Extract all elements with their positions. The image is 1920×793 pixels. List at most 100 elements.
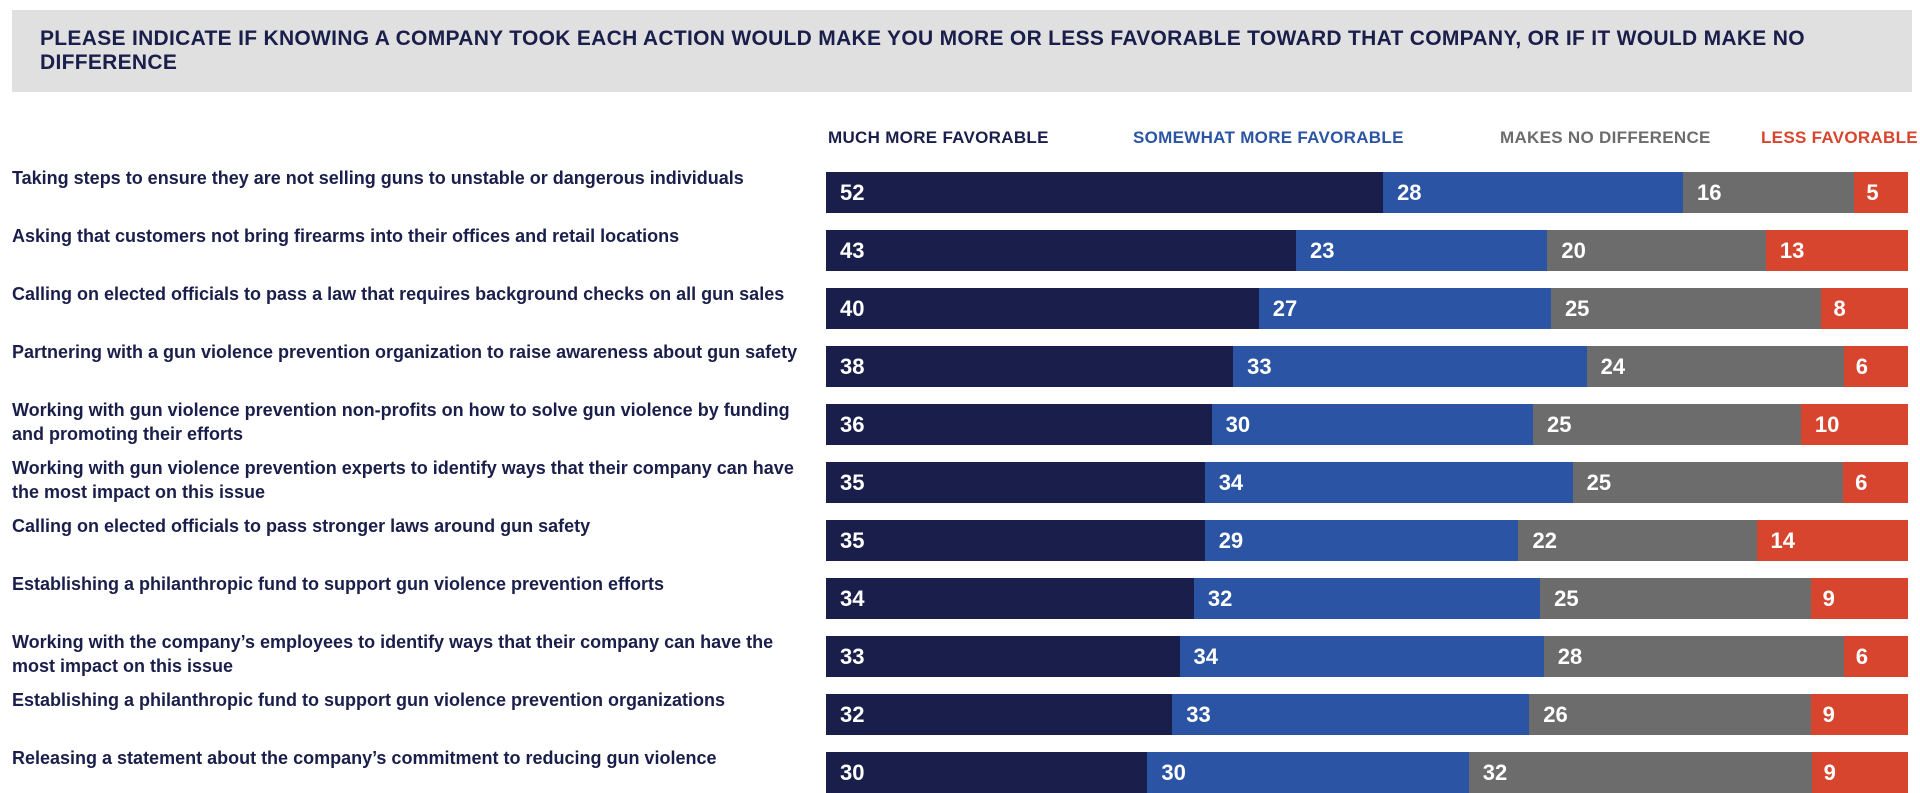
bar-value-label: 9 bbox=[1822, 701, 1835, 727]
bar-value-label: 6 bbox=[1855, 643, 1868, 669]
category-label: Releasing a statement about the company’… bbox=[12, 748, 717, 768]
bar-value-label: 36 bbox=[840, 411, 865, 437]
bar-value-label: 14 bbox=[1770, 527, 1795, 553]
chart-title: PLEASE INDICATE IF KNOWING A COMPANY TOO… bbox=[40, 27, 1805, 74]
bar-value-label: 35 bbox=[840, 527, 865, 553]
legend-much-more-favorable: MUCH MORE FAVORABLE bbox=[828, 128, 1049, 147]
bar-segment: 14 bbox=[1756, 520, 1908, 561]
bar-value-label: 6 bbox=[1855, 469, 1868, 495]
bar-value-label: 28 bbox=[1557, 643, 1583, 669]
bar-segment: 13 bbox=[1765, 230, 1908, 271]
bar-value-label: 34 bbox=[1193, 643, 1218, 669]
bar-segment: 26 bbox=[1529, 694, 1811, 735]
bar-segment: 43 bbox=[826, 230, 1296, 271]
bar-value-label: 5 bbox=[1866, 179, 1879, 205]
bar-value-label: 26 bbox=[1543, 701, 1568, 727]
bar-value-label: 38 bbox=[840, 353, 865, 379]
category-label: Asking that customers not bring firearms… bbox=[12, 226, 680, 246]
bar-segment: 34 bbox=[826, 578, 1194, 619]
category-label: Taking steps to ensure they are not sell… bbox=[12, 168, 744, 188]
legend-somewhat-more-favorable: SOMEWHAT MORE FAVORABLE bbox=[1133, 128, 1404, 147]
bar-value-label: 32 bbox=[1207, 585, 1233, 611]
bar-value-label: 29 bbox=[1218, 527, 1244, 553]
bar-value-label: 9 bbox=[1823, 759, 1836, 785]
category-label: Partnering with a gun violence preventio… bbox=[12, 342, 798, 362]
bar-value-label: 33 bbox=[840, 643, 865, 669]
bar-value-label: 10 bbox=[1814, 411, 1840, 437]
bar-segment: 24 bbox=[1586, 346, 1844, 387]
bar-segment: 25 bbox=[1540, 578, 1811, 619]
category-label: Calling on elected officials to pass str… bbox=[12, 516, 591, 536]
bar-value-label: 32 bbox=[1482, 759, 1508, 785]
bar-value-label: 40 bbox=[840, 295, 865, 321]
bar-value-label: 9 bbox=[1822, 585, 1835, 611]
bar-value-label: 33 bbox=[1186, 701, 1211, 727]
bar-segment: 32 bbox=[826, 694, 1173, 735]
bar-value-label: 13 bbox=[1779, 237, 1805, 263]
legend-less-favorable: LESS FAVORABLE bbox=[1761, 128, 1918, 147]
bar-value-label: 33 bbox=[1247, 353, 1272, 379]
category-label: Establishing a philanthropic fund to sup… bbox=[12, 690, 726, 710]
category-label: Working with the company’s employees to … bbox=[12, 632, 774, 676]
bar-segment: 32 bbox=[1193, 578, 1541, 619]
bar-segment: 33 bbox=[1233, 346, 1587, 387]
bar-value-label: 30 bbox=[840, 759, 865, 785]
bar-value-label: 32 bbox=[840, 701, 865, 727]
bar-segment: 6 bbox=[1843, 346, 1908, 387]
bar-segment: 9 bbox=[1810, 694, 1908, 735]
bar-value-label: 25 bbox=[1554, 585, 1579, 611]
chart-title-banner: PLEASE INDICATE IF KNOWING A COMPANY TOO… bbox=[12, 10, 1912, 92]
category-label: Working with gun violence prevention exp… bbox=[12, 458, 794, 502]
bar-segment: 25 bbox=[1550, 288, 1822, 329]
bar-segment: 28 bbox=[1543, 636, 1844, 677]
bar-segment: 25 bbox=[1533, 404, 1801, 445]
bar-segment: 6 bbox=[1843, 462, 1908, 503]
bar-segment: 35 bbox=[826, 462, 1205, 503]
bar-segment: 34 bbox=[1179, 636, 1544, 677]
bar-value-label: 25 bbox=[1586, 469, 1612, 495]
bar-segment: 40 bbox=[826, 288, 1259, 329]
bar-segment: 9 bbox=[1811, 752, 1908, 793]
bar-segment: 9 bbox=[1810, 578, 1908, 619]
bar-segment: 30 bbox=[826, 752, 1148, 793]
bar-value-label: 52 bbox=[840, 179, 865, 205]
bar-segment: 16 bbox=[1683, 172, 1855, 213]
bar-value-label: 34 bbox=[1218, 469, 1244, 495]
bar-segment: 8 bbox=[1821, 288, 1908, 329]
bar-segment: 23 bbox=[1295, 230, 1548, 271]
bar-segment: 10 bbox=[1800, 404, 1908, 445]
bar-segment: 22 bbox=[1518, 520, 1757, 561]
bar-value-label: 25 bbox=[1564, 295, 1590, 321]
bar-value-label: 25 bbox=[1547, 411, 1572, 437]
bar-value-label: 30 bbox=[1225, 411, 1251, 437]
bar-segment: 6 bbox=[1843, 636, 1908, 677]
bar-segment: 33 bbox=[1172, 694, 1530, 735]
bar-value-label: 16 bbox=[1697, 179, 1722, 205]
bar-segment: 25 bbox=[1572, 462, 1844, 503]
bar-segment: 30 bbox=[1147, 752, 1469, 793]
bar-segment: 28 bbox=[1383, 172, 1684, 213]
bar-value-label: 6 bbox=[1855, 353, 1868, 379]
bar-segment: 52 bbox=[826, 172, 1384, 213]
bar-value-label: 23 bbox=[1309, 237, 1335, 263]
bar-value-label: 34 bbox=[840, 585, 865, 611]
bar-segment: 32 bbox=[1468, 752, 1812, 793]
bar-value-label: 24 bbox=[1600, 353, 1626, 379]
bar-segment: 27 bbox=[1258, 288, 1551, 329]
bar-segment: 29 bbox=[1204, 520, 1519, 561]
legend-makes-no-difference: MAKES NO DIFFERENCE bbox=[1500, 128, 1711, 147]
category-label: Working with gun violence prevention non… bbox=[12, 400, 790, 444]
bar-value-label: 22 bbox=[1532, 527, 1557, 553]
category-label: Calling on elected officials to pass a l… bbox=[12, 284, 785, 304]
bar-segment: 33 bbox=[826, 636, 1180, 677]
bar-segment: 36 bbox=[826, 404, 1212, 445]
bar-segment: 20 bbox=[1547, 230, 1766, 271]
bar-value-label: 35 bbox=[840, 469, 865, 495]
bar-value-label: 27 bbox=[1272, 295, 1298, 321]
bar-segment: 38 bbox=[826, 346, 1234, 387]
bar-segment: 35 bbox=[826, 520, 1205, 561]
bar-value-label: 43 bbox=[840, 237, 865, 263]
bar-value-label: 28 bbox=[1397, 179, 1422, 205]
bar-segment: 5 bbox=[1854, 172, 1908, 213]
